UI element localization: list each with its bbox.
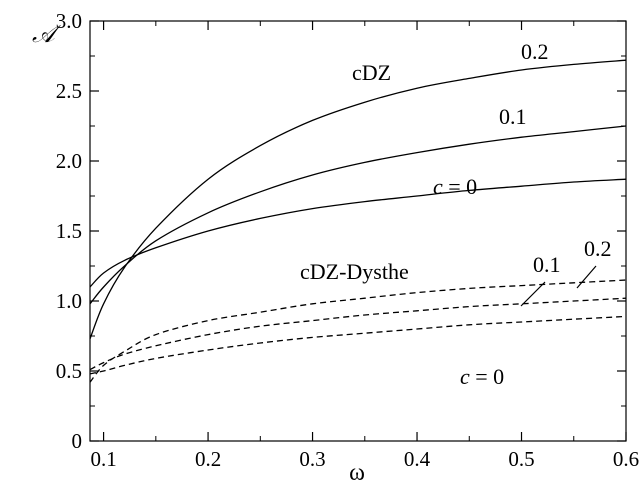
cdz-c02-label: 0.2 [521, 39, 549, 64]
y-tick-label: 1.0 [56, 289, 82, 313]
cdz-c0-label: c = 0 [433, 174, 477, 199]
y-tick-label: 0 [72, 429, 83, 453]
cdz-c0-curve [89, 178, 627, 288]
series-layer [89, 59, 627, 383]
cdz-group-label: cDZ [352, 60, 391, 85]
x-tick-label: 0.6 [613, 447, 639, 471]
dysthe-c01-leader-line [520, 281, 546, 307]
x-tick-label: 0.4 [404, 447, 431, 471]
c-equals-zero: = 0 [443, 174, 477, 199]
x-tick-label: 0.1 [90, 447, 116, 471]
y-tick-label: 2.0 [56, 149, 82, 173]
c-equals-zero: = 0 [470, 364, 504, 389]
cdz-dysthe-group-label: cDZ-Dysthe [300, 259, 409, 284]
cdz-c01-label: 0.1 [499, 104, 527, 129]
x-tick-label: 0.2 [195, 447, 221, 471]
dysthe-c02-leader-line [576, 265, 597, 289]
cdz-c01-curve [89, 125, 627, 305]
dysthe-c0-label: c = 0 [460, 364, 504, 389]
x-tick-label: 0.5 [508, 447, 534, 471]
y-tick-label: 2.5 [56, 79, 82, 103]
c-symbol: c [460, 364, 470, 389]
c-symbol: c [433, 174, 443, 199]
y-tick-label: 0.5 [56, 359, 82, 383]
dysthe-c01-label: 0.1 [533, 252, 561, 277]
y-tick-label: 3.0 [56, 9, 82, 33]
axis-tick-labels: 0.1 0.2 0.3 0.4 0.5 0.6 0 0.5 1.0 1.5 2.0 2.5 3.0 [56, 9, 639, 471]
dysthe-c02-label: 0.2 [584, 236, 612, 261]
axis-ticks [90, 20, 627, 442]
annotations: 𝒜 ω cDZ cDZ-Dysthe 0.2 0.1 c = 0 0.1 0.2… [32, 22, 612, 486]
cdz-dysthe-c0-curve [89, 315, 627, 375]
cdz-dysthe-c02-curve [89, 279, 627, 383]
x-tick-label: 0.3 [299, 447, 325, 471]
cdz-c02-curve [89, 59, 627, 340]
y-tick-label: 1.5 [56, 219, 82, 243]
x-axis-label: ω [349, 460, 365, 486]
